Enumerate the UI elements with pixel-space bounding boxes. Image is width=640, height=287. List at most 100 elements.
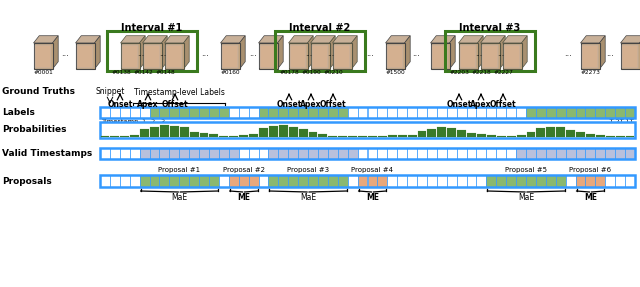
Bar [536,128,545,137]
Bar [348,136,357,137]
Bar [189,107,199,118]
Bar [170,125,179,137]
Polygon shape [120,36,145,43]
Bar [248,175,259,187]
Bar [209,175,219,187]
Bar [298,107,308,118]
Polygon shape [477,36,483,69]
Bar [467,107,477,118]
Text: Proposal #3: Proposal #3 [287,167,329,173]
Bar [100,175,110,187]
Bar [457,107,467,118]
Polygon shape [239,36,245,69]
Bar [199,175,209,187]
Bar [140,148,150,159]
Bar [417,107,427,118]
Bar [160,125,169,137]
Bar [506,148,516,159]
Bar [388,135,397,137]
Bar [622,44,638,67]
Bar [477,175,486,187]
Text: Proposal #1: Proposal #1 [158,167,200,173]
Bar [228,107,239,118]
Bar [259,148,268,159]
Bar [209,148,219,159]
Bar [200,133,209,137]
Bar [338,148,348,159]
Bar [556,175,566,187]
Bar [556,107,566,118]
Bar [387,107,397,118]
Bar [333,43,351,69]
Bar [625,107,635,118]
Bar [397,135,406,137]
Bar [595,148,605,159]
Bar [595,107,605,118]
Text: ...: ... [606,49,614,59]
Bar [278,107,288,118]
Bar [179,107,189,118]
Bar [516,175,526,187]
Bar [586,107,595,118]
Text: #0190: #0190 [301,70,321,75]
Bar [367,175,378,187]
Bar [100,107,635,118]
Bar [526,107,536,118]
Text: 3: 3 [161,119,165,125]
Bar [110,148,120,159]
Polygon shape [600,36,605,69]
Bar [482,44,498,67]
Text: #2273: #2273 [580,70,600,75]
Bar [496,148,506,159]
Bar [606,136,614,137]
Bar [122,44,138,67]
Polygon shape [431,36,455,43]
Bar [556,148,566,159]
Bar [100,175,635,187]
Bar [248,148,259,159]
Polygon shape [307,36,313,69]
Bar [339,136,347,137]
Bar [546,175,556,187]
Bar [328,135,337,137]
Bar [625,175,635,187]
Bar [348,175,358,187]
Text: ...: ... [497,49,504,59]
Bar [615,148,625,159]
Bar [288,175,298,187]
Bar [289,127,298,137]
Bar [229,136,238,137]
Bar [159,148,170,159]
Bar [268,148,278,159]
Text: Onset: Onset [446,100,472,109]
Bar [615,175,625,187]
Bar [221,43,239,69]
Polygon shape [140,36,145,69]
Text: 1: 1 [141,119,145,125]
Bar [288,148,298,159]
Bar [338,175,348,187]
Bar [580,43,600,69]
Bar [328,107,338,118]
Text: Valid Timestamps: Valid Timestamps [2,149,92,158]
Bar [239,135,248,137]
Bar [487,135,496,137]
Bar [150,107,159,118]
Bar [318,148,328,159]
Bar [318,107,328,118]
Bar [397,148,407,159]
Bar [150,127,159,137]
Bar [170,107,179,118]
Bar [408,135,417,137]
Bar [467,175,477,187]
Text: #0142: #0142 [133,70,153,75]
Bar [228,175,239,187]
Text: Proposal #5: Proposal #5 [505,167,547,173]
Polygon shape [52,36,58,69]
Bar [219,148,228,159]
Bar [575,175,586,187]
Bar [189,148,199,159]
Polygon shape [161,36,167,69]
Text: ...: ... [476,49,483,59]
Bar [616,136,625,137]
